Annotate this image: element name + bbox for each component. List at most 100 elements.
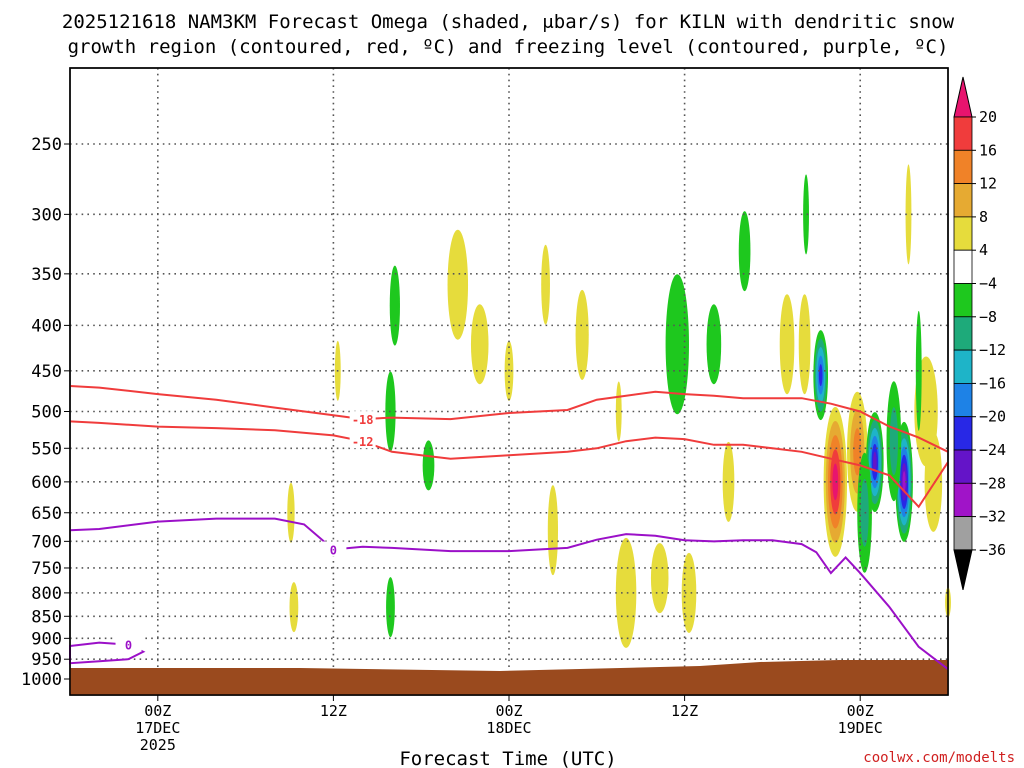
omega-cell-6-lvl8 <box>889 407 898 476</box>
omega-cell-15-lvl4 <box>681 552 697 633</box>
colorbar-bottom-arrow <box>953 549 973 591</box>
colorbar-label-6: −8 <box>979 308 997 326</box>
colorbar-label-13: −36 <box>979 541 1006 559</box>
omega-cell-9-lvl4 <box>665 274 689 415</box>
omega-cell-8-lvl4 <box>924 431 943 532</box>
y-tick-label-550: 550 <box>31 439 62 459</box>
omega-cell-14-lvl4 <box>722 441 735 522</box>
x-tick-label-0-0: 00Z <box>144 702 171 720</box>
omega-cell-7-lvl8 <box>860 478 869 547</box>
contour-label-3: 0 <box>125 639 132 653</box>
x-tick-label-0-1: 17DEC <box>135 719 180 737</box>
colorbar-swatch-4 <box>953 216 973 251</box>
colorbar-label-1: 16 <box>979 141 997 159</box>
colorbar-label-0: 20 <box>979 108 997 126</box>
x-tick-label-0-2: 2025 <box>140 736 176 754</box>
y-tick-label-800: 800 <box>31 584 62 604</box>
colorbar-swatch-1 <box>953 116 973 151</box>
colorbar-label-8: −16 <box>979 374 1006 392</box>
colorbar-swatch-8 <box>953 349 973 384</box>
omega-cell-19-lvl4 <box>470 304 489 385</box>
contour-label-bg-0 <box>349 411 376 427</box>
omega-cell-2-lvl24 <box>873 451 877 473</box>
omega-cell-23-lvl4 <box>575 289 589 380</box>
y-tick-label-1000: 1000 <box>21 670 62 690</box>
omega-cell-26-lvl4 <box>547 485 559 576</box>
omega-cell-16-lvl4 <box>615 537 637 648</box>
x-tick-label-2-0: 00Z <box>495 702 522 720</box>
terrain-surface <box>70 660 948 695</box>
contour-line-0 <box>69 385 949 453</box>
credit-text: coolwx.com/modelts <box>863 750 1015 766</box>
colorbar-label-7: −12 <box>979 341 1006 359</box>
y-axis: 2503003504004505005506006507007508008509… <box>21 135 70 690</box>
omega-cell-12-lvl4 <box>779 294 795 395</box>
colorbar-swatch-11 <box>953 449 973 484</box>
y-tick-label-450: 450 <box>31 362 62 382</box>
contour-label-bg-1 <box>349 433 376 449</box>
x-tick-label-4-0: 00Z <box>847 702 874 720</box>
omega-cell-4-lvl20 <box>818 364 823 387</box>
omega-cell-22-lvl4 <box>541 244 550 325</box>
contour-label-2: 0 <box>330 544 337 558</box>
omega-cell-33-lvl4 <box>905 164 912 265</box>
x-axis-label: Forecast Time (UTC) <box>399 748 616 768</box>
colorbar-label-10: −24 <box>979 441 1006 459</box>
y-tick-label-250: 250 <box>31 135 62 155</box>
contour-line-2 <box>69 517 949 670</box>
omega-cell-0-lvl20 <box>832 463 839 501</box>
chart-title-line2: growth region (contoured, red, ºC) and f… <box>68 36 949 58</box>
y-tick-label-900: 900 <box>31 629 62 649</box>
contour-label-bg-2 <box>320 541 347 557</box>
colorbar-swatch-10 <box>953 416 973 451</box>
omega-cell-17-lvl4 <box>650 543 669 614</box>
colorbar-swatch-12 <box>953 482 973 517</box>
y-tick-label-600: 600 <box>31 473 62 493</box>
contour-line-1 <box>69 420 949 509</box>
colorbar-swatch-7 <box>953 316 973 351</box>
y-tick-label-400: 400 <box>31 316 62 336</box>
colorbar-swatch-3 <box>953 183 973 218</box>
colorbar-label-2: 12 <box>979 175 997 193</box>
omega-cell-10-lvl4 <box>706 304 722 385</box>
y-tick-label-300: 300 <box>31 205 62 225</box>
contour-label-bg-3 <box>115 636 142 652</box>
omega-cell-11-lvl4 <box>738 211 751 292</box>
omega-cell-32-lvl4 <box>915 310 922 431</box>
omega-cell-30-lvl4 <box>386 577 395 638</box>
y-tick-label-950: 950 <box>31 650 62 670</box>
contour-label-0: -18 <box>352 413 374 427</box>
y-tick-label-700: 700 <box>31 532 62 552</box>
x-tick-label-4-1: 19DEC <box>838 719 883 737</box>
omega-cell-18-lvl4 <box>447 229 469 340</box>
omega-cell-25-lvl4 <box>422 440 435 491</box>
omega-cell-3-lvl28 <box>902 471 906 493</box>
y-tick-label-650: 650 <box>31 504 62 524</box>
omega-shading <box>287 164 951 648</box>
omega-cell-20-lvl4 <box>389 265 400 346</box>
y-tick-label-850: 850 <box>31 607 62 627</box>
colorbar-swatch-9 <box>953 382 973 418</box>
colorbar-label-12: −32 <box>979 508 1006 526</box>
colorbar-label-4: 4 <box>979 241 988 259</box>
colorbar-swatch-13 <box>953 516 973 551</box>
x-tick-label-1-0: 12Z <box>320 702 347 720</box>
x-tick-label-2-1: 18DEC <box>486 719 531 737</box>
y-tick-label-350: 350 <box>31 265 62 285</box>
omega-cell-13-lvl4 <box>798 294 811 395</box>
colorbar-swatch-2 <box>953 149 973 185</box>
chart-title: 2025121618 NAM3KM Forecast Omega (shaded… <box>62 11 955 33</box>
colorbar-label-11: −28 <box>979 474 1006 492</box>
omega-cell-31-lvl4 <box>289 582 299 633</box>
colorbar-label-3: 8 <box>979 208 988 226</box>
y-tick-label-500: 500 <box>31 403 62 423</box>
contour-label-1: -12 <box>352 435 374 449</box>
contour-line-3 <box>69 641 146 665</box>
y-tick-label-750: 750 <box>31 559 62 579</box>
colorbar-swatch-5 <box>953 249 973 284</box>
grid-lines <box>70 68 948 695</box>
colorbar-label-9: −20 <box>979 408 1006 426</box>
x-tick-label-3-0: 12Z <box>671 702 698 720</box>
